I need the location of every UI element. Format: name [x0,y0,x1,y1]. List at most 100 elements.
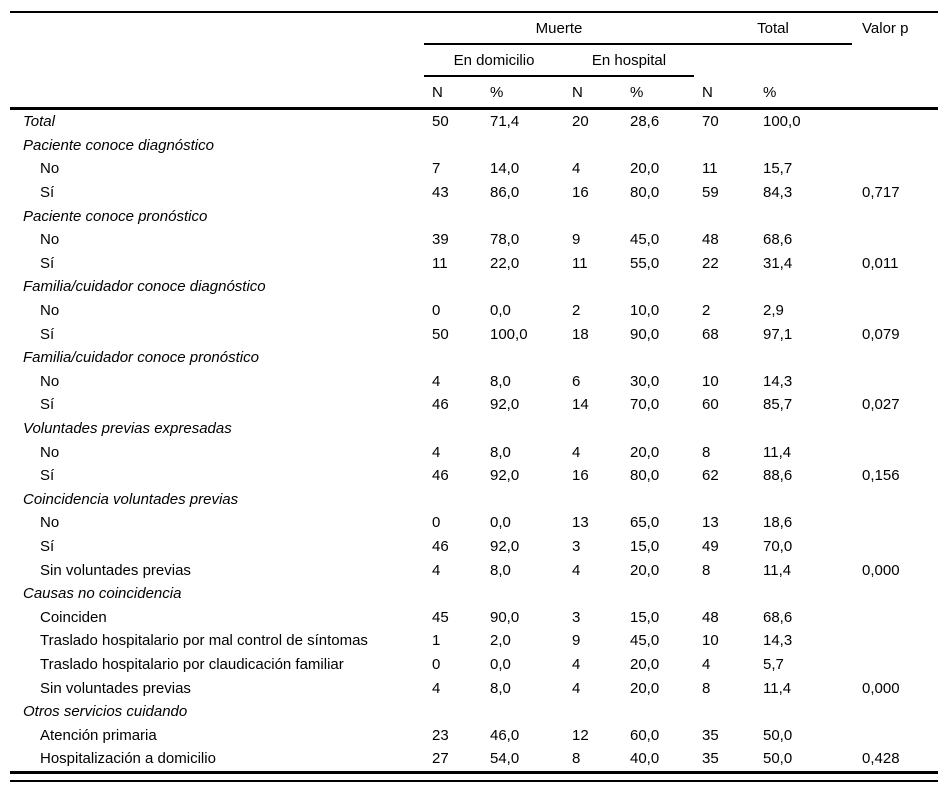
row-label: No [40,302,60,320]
cell-pct-total: 100,0 [763,113,801,131]
table-row: Otros servicios cuidando [10,700,938,724]
cell-pct-total: 50,0 [763,750,793,768]
cell-pct-domicilio: 100,0 [490,325,528,343]
header-pct-domicilio: % [490,83,504,101]
table-row: Paciente conoce diagnóstico [10,134,938,158]
cell-pct-domicilio: 0,0 [490,655,511,673]
cell-n-domicilio: 50 [432,325,449,343]
cell-valor-p: 0,079 [862,325,900,343]
row-label: No [40,160,60,178]
header-rule-muerte-total [424,43,852,45]
cell-pct-domicilio: 8,0 [490,443,511,461]
header-pct-total: % [763,83,777,101]
cell-valor-p: 0,428 [862,750,900,768]
row-label: Sí [40,537,55,555]
cell-n-domicilio: 4 [432,679,441,697]
cell-n-hospital: 9 [572,231,581,249]
table-row: Sí 50 100,0 18 90,0 68 97,1 0,079 [10,322,938,346]
table-row: No 7 14,0 4 20,0 11 15,7 [10,157,938,181]
cell-pct-hospital: 10,0 [630,302,660,320]
cell-n-hospital: 20 [572,113,589,131]
cell-pct-domicilio: 22,0 [490,254,520,272]
cell-pct-hospital: 20,0 [630,679,660,697]
cell-pct-domicilio: 54,0 [490,750,520,768]
cell-pct-hospital: 65,0 [630,514,660,532]
cell-n-total: 2 [702,302,711,320]
row-label: Traslado hospitalario por mal control de… [40,632,368,650]
cell-n-hospital: 3 [572,608,581,626]
table-row: Coincidencia voluntades previas [10,488,938,512]
table-row: No 0 0,0 13 65,0 13 18,6 [10,511,938,535]
cell-pct-total: 50,0 [763,726,793,744]
cell-n-domicilio: 46 [432,537,449,555]
header-body-separator-rule [10,107,938,110]
cell-n-hospital: 4 [572,160,581,178]
row-label: Sí [40,396,55,414]
cell-valor-p: 0,000 [862,561,900,579]
cell-n-hospital: 18 [572,325,589,343]
cell-n-total: 70 [702,113,719,131]
row-label: Hospitalización a domicilio [40,750,216,768]
row-label: Paciente conoce pronóstico [23,207,208,225]
cell-n-hospital: 4 [572,679,581,697]
cell-pct-domicilio: 92,0 [490,537,520,555]
cell-pct-total: 31,4 [763,254,793,272]
row-label: Total [23,113,55,131]
cell-pct-total: 15,7 [763,160,793,178]
cell-pct-total: 88,6 [763,467,793,485]
cell-pct-domicilio: 8,0 [490,679,511,697]
row-label: Familia/cuidador conoce diagnóstico [23,278,266,296]
cell-n-total: 60 [702,396,719,414]
cell-pct-hospital: 60,0 [630,726,660,744]
row-label: Otros servicios cuidando [23,703,188,721]
cell-n-hospital: 9 [572,632,581,650]
cell-pct-total: 18,6 [763,514,793,532]
header-n-total: N [702,83,713,101]
row-label: No [40,514,60,532]
cell-pct-total: 2,9 [763,302,784,320]
cell-n-domicilio: 0 [432,302,441,320]
cell-pct-hospital: 20,0 [630,561,660,579]
cell-pct-domicilio: 92,0 [490,396,520,414]
cell-pct-hospital: 90,0 [630,325,660,343]
cell-n-domicilio: 46 [432,396,449,414]
cell-n-domicilio: 11 [432,254,448,272]
cell-pct-domicilio: 0,0 [490,302,511,320]
cell-valor-p: 0,000 [862,679,900,697]
cell-n-hospital: 12 [572,726,589,744]
header-n-domicilio: N [432,83,443,101]
cell-pct-domicilio: 14,0 [490,160,520,178]
table-row: Familia/cuidador conoce pronóstico [10,346,938,370]
cell-pct-total: 11,4 [763,679,792,697]
cell-pct-total: 14,3 [763,632,793,650]
cell-n-hospital: 16 [572,184,589,202]
cell-pct-domicilio: 46,0 [490,726,520,744]
cell-n-total: 8 [702,679,711,697]
cell-n-hospital: 4 [572,655,581,673]
cell-pct-hospital: 55,0 [630,254,660,272]
cell-n-total: 35 [702,750,719,768]
row-label: Sin voluntades previas [40,679,191,697]
cell-pct-total: 11,4 [763,561,792,579]
row-label: Coincidencia voluntades previas [23,490,239,508]
table-row: Atención primaria 23 46,0 12 60,0 35 50,… [10,723,938,747]
cell-n-hospital: 16 [572,467,589,485]
cell-pct-domicilio: 86,0 [490,184,520,202]
row-label: Sí [40,254,55,272]
cell-n-hospital: 14 [572,396,589,414]
cell-n-domicilio: 4 [432,561,441,579]
cell-n-total: 48 [702,608,719,626]
results-table: Muerte Total Valor p En domicilio En hos… [10,0,938,782]
header-total: Total [757,19,789,37]
cell-valor-p: 0,156 [862,467,900,485]
cell-n-domicilio: 50 [432,113,449,131]
cell-pct-hospital: 15,0 [630,608,660,626]
cell-pct-hospital: 40,0 [630,750,660,768]
table-row: Sin voluntades previas 4 8,0 4 20,0 8 11… [10,558,938,582]
row-label: Sin voluntades previas [40,561,191,579]
cell-pct-domicilio: 71,4 [490,113,520,131]
cell-valor-p: 0,027 [862,396,900,414]
cell-n-total: 35 [702,726,719,744]
cell-n-total: 62 [702,467,719,485]
